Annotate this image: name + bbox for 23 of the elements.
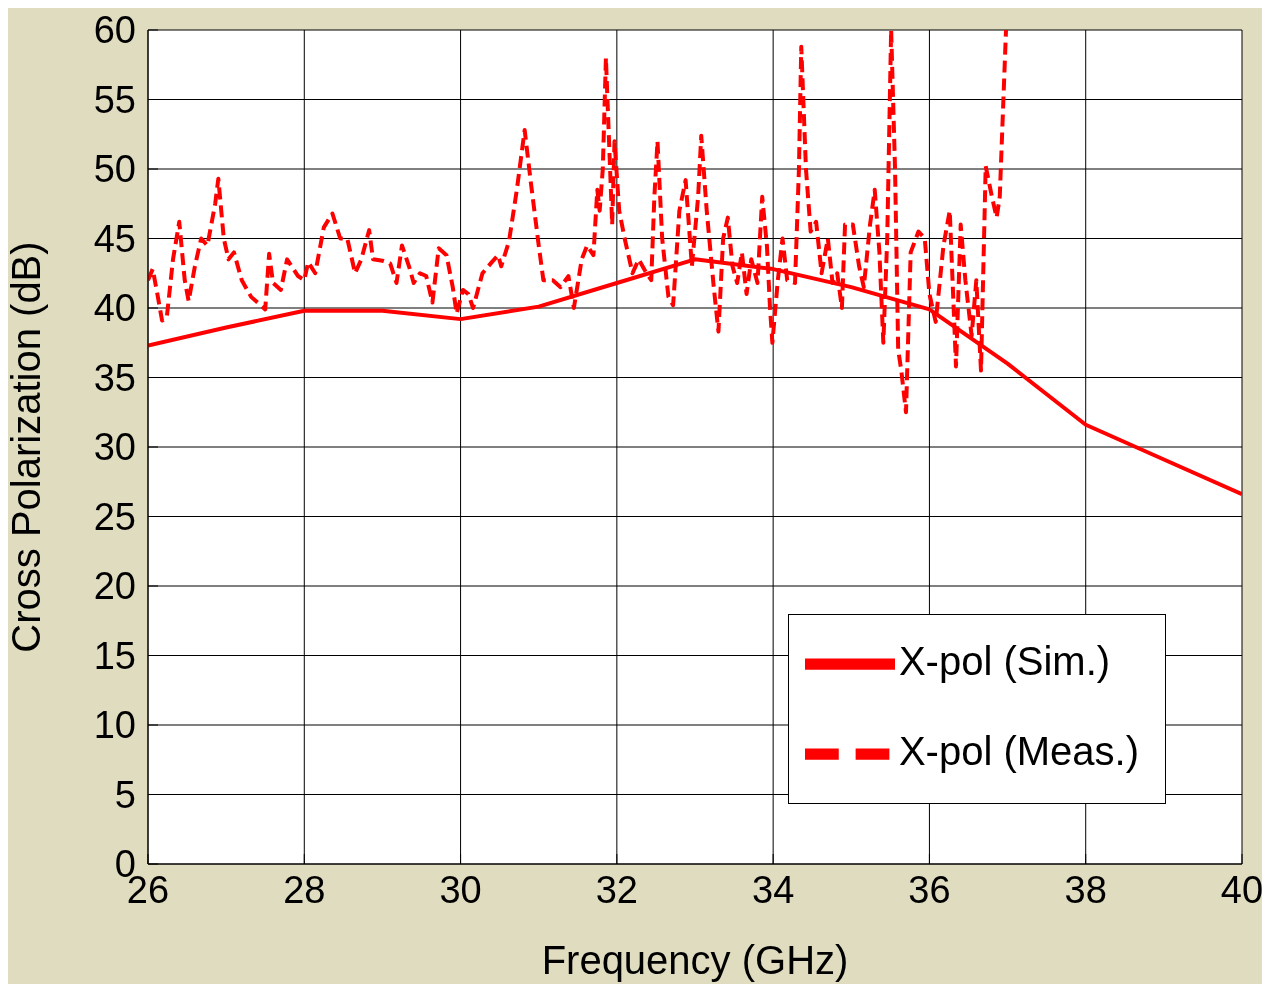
x-axis-title: Frequency (GHz) [541, 938, 849, 982]
x-tick-label: 32 [595, 868, 638, 911]
y-axis-title: Cross Polarization (dB) [4, 241, 49, 653]
y-tick-label: 60 [93, 9, 136, 52]
y-tick-label: 20 [93, 565, 136, 608]
y-tick-label: 10 [93, 704, 136, 747]
x-tick-label: 36 [908, 868, 951, 911]
x-tick-label: 28 [283, 868, 326, 911]
x-tick-label: 40 [1220, 868, 1264, 911]
y-tick-label: 45 [93, 217, 136, 260]
y-tick-label: 30 [93, 426, 136, 469]
x-tick-label: 38 [1064, 868, 1107, 911]
y-tick-label: 50 [93, 148, 136, 191]
y-tick-label: 35 [93, 356, 136, 399]
y-tick-label: 40 [93, 287, 136, 330]
y-tick-label: 25 [93, 495, 136, 538]
y-tick-label: 15 [93, 634, 136, 677]
x-tick-label: 30 [439, 868, 482, 911]
legend-label: X-pol (Meas.) [898, 728, 1139, 773]
x-tick-label: 34 [752, 868, 795, 911]
legend-label: X-pol (Sim.) [898, 638, 1111, 683]
y-tick-label: 5 [114, 773, 136, 816]
y-tick-label: 55 [93, 78, 136, 121]
